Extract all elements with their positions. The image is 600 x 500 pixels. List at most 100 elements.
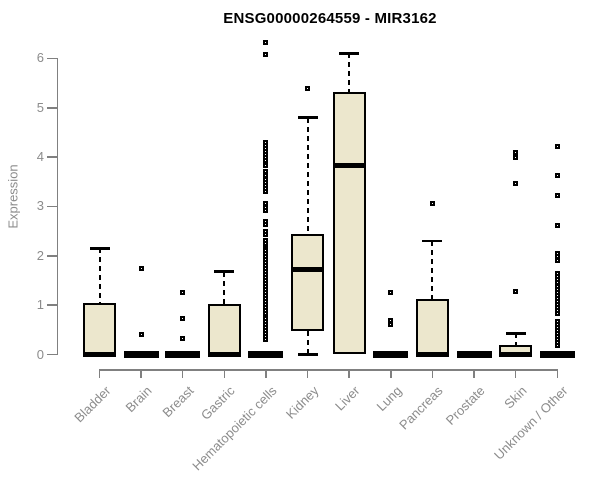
outlier-point	[263, 163, 269, 169]
box	[83, 302, 116, 355]
outlier-point	[554, 298, 560, 304]
x-axis-tick	[431, 369, 434, 378]
outlier-point	[263, 228, 269, 234]
outlier-point	[554, 328, 560, 334]
y-tick-label: 2	[36, 247, 44, 263]
outlier-point	[263, 145, 269, 151]
outlier-point	[263, 331, 269, 337]
outlier-point	[554, 286, 560, 292]
y-axis-tick	[47, 57, 57, 60]
lower-whisker	[306, 330, 309, 355]
outlier-point	[263, 304, 269, 310]
outlier-point	[388, 290, 394, 296]
outlier-point	[554, 283, 560, 289]
outlier-point	[263, 334, 269, 340]
outlier-point	[513, 154, 519, 160]
outlier-point	[263, 248, 269, 254]
outlier-point	[263, 277, 269, 283]
upper-whisker-cap	[214, 270, 235, 273]
zero-bar	[373, 351, 409, 358]
outlier-point	[554, 172, 560, 178]
outlier-point	[263, 218, 269, 224]
outlier-point	[263, 263, 269, 269]
y-axis-tick	[47, 107, 57, 109]
outlier-point	[180, 290, 186, 296]
y-tick-label: 0	[36, 346, 44, 362]
outlier-point	[263, 251, 269, 257]
outlier-point	[263, 189, 269, 195]
outlier-point	[429, 201, 435, 207]
upper-whisker	[431, 240, 434, 299]
outlier-point	[263, 238, 269, 244]
outlier-point	[263, 148, 269, 154]
zero-bar	[456, 351, 492, 358]
outlier-point	[263, 328, 269, 334]
box	[291, 233, 325, 331]
upper-whisker-cap	[505, 332, 526, 335]
y-tick-label: 4	[36, 149, 44, 165]
outlier-point	[263, 337, 269, 343]
outlier-point	[554, 193, 560, 199]
median-line	[499, 352, 533, 357]
outlier-point	[263, 275, 269, 280]
zero-bar	[165, 351, 201, 358]
outlier-point	[554, 274, 560, 280]
y-tick-label: 5	[36, 99, 44, 115]
y-axis-tick	[47, 255, 57, 257]
x-axis-tick	[181, 369, 184, 378]
box	[415, 298, 449, 355]
outlier-point	[263, 269, 269, 275]
y-tick-label: 6	[36, 50, 44, 66]
outlier-point	[554, 334, 560, 340]
outlier-point	[263, 295, 269, 301]
upper-whisker-cap	[297, 116, 318, 119]
upper-whisker-cap	[89, 247, 110, 250]
x-axis-tick	[514, 369, 517, 378]
outlier-point	[263, 325, 269, 331]
x-axis-tick	[556, 369, 559, 378]
outlier-point	[263, 257, 269, 263]
outlier-point	[554, 254, 560, 260]
outlier-point	[554, 250, 560, 256]
x-axis-tick	[306, 369, 309, 378]
outlier-point	[263, 221, 269, 227]
outlier-point	[263, 142, 269, 148]
x-axis-tick	[98, 369, 101, 378]
outlier-point	[263, 313, 269, 319]
x-axis-line	[99, 369, 559, 371]
lower-whisker-cap	[297, 353, 318, 356]
outlier-point	[263, 254, 269, 260]
outlier-point	[388, 322, 394, 328]
outlier-point	[554, 310, 560, 316]
outlier-point	[263, 280, 269, 286]
outlier-point	[554, 222, 560, 228]
outlier-point	[263, 292, 269, 298]
y-tick-label: 1	[36, 297, 44, 313]
outlier-point	[554, 340, 560, 346]
outlier-point	[263, 151, 269, 157]
median-line	[83, 352, 116, 357]
outlier-point	[180, 335, 186, 341]
chart-title: ENSG00000264559 - MIR3162	[223, 10, 437, 27]
outlier-point	[138, 265, 144, 271]
outlier-point	[554, 319, 560, 325]
outlier-point	[263, 298, 269, 304]
outlier-point	[263, 183, 269, 189]
y-axis-line	[56, 57, 58, 355]
outlier-point	[263, 52, 269, 58]
y-axis-tick	[47, 304, 57, 306]
outlier-point	[263, 231, 269, 237]
outlier-point	[554, 289, 560, 295]
outlier-point	[554, 304, 560, 310]
outlier-point	[263, 241, 269, 247]
outlier-point	[263, 39, 269, 45]
upper-whisker	[223, 271, 226, 305]
outlier-point	[263, 316, 269, 322]
outlier-point	[263, 176, 269, 182]
outlier-point	[263, 173, 269, 179]
outlier-point	[554, 292, 560, 298]
outlier-point	[263, 272, 269, 278]
upper-whisker	[98, 248, 101, 303]
y-axis-tick	[47, 353, 57, 356]
